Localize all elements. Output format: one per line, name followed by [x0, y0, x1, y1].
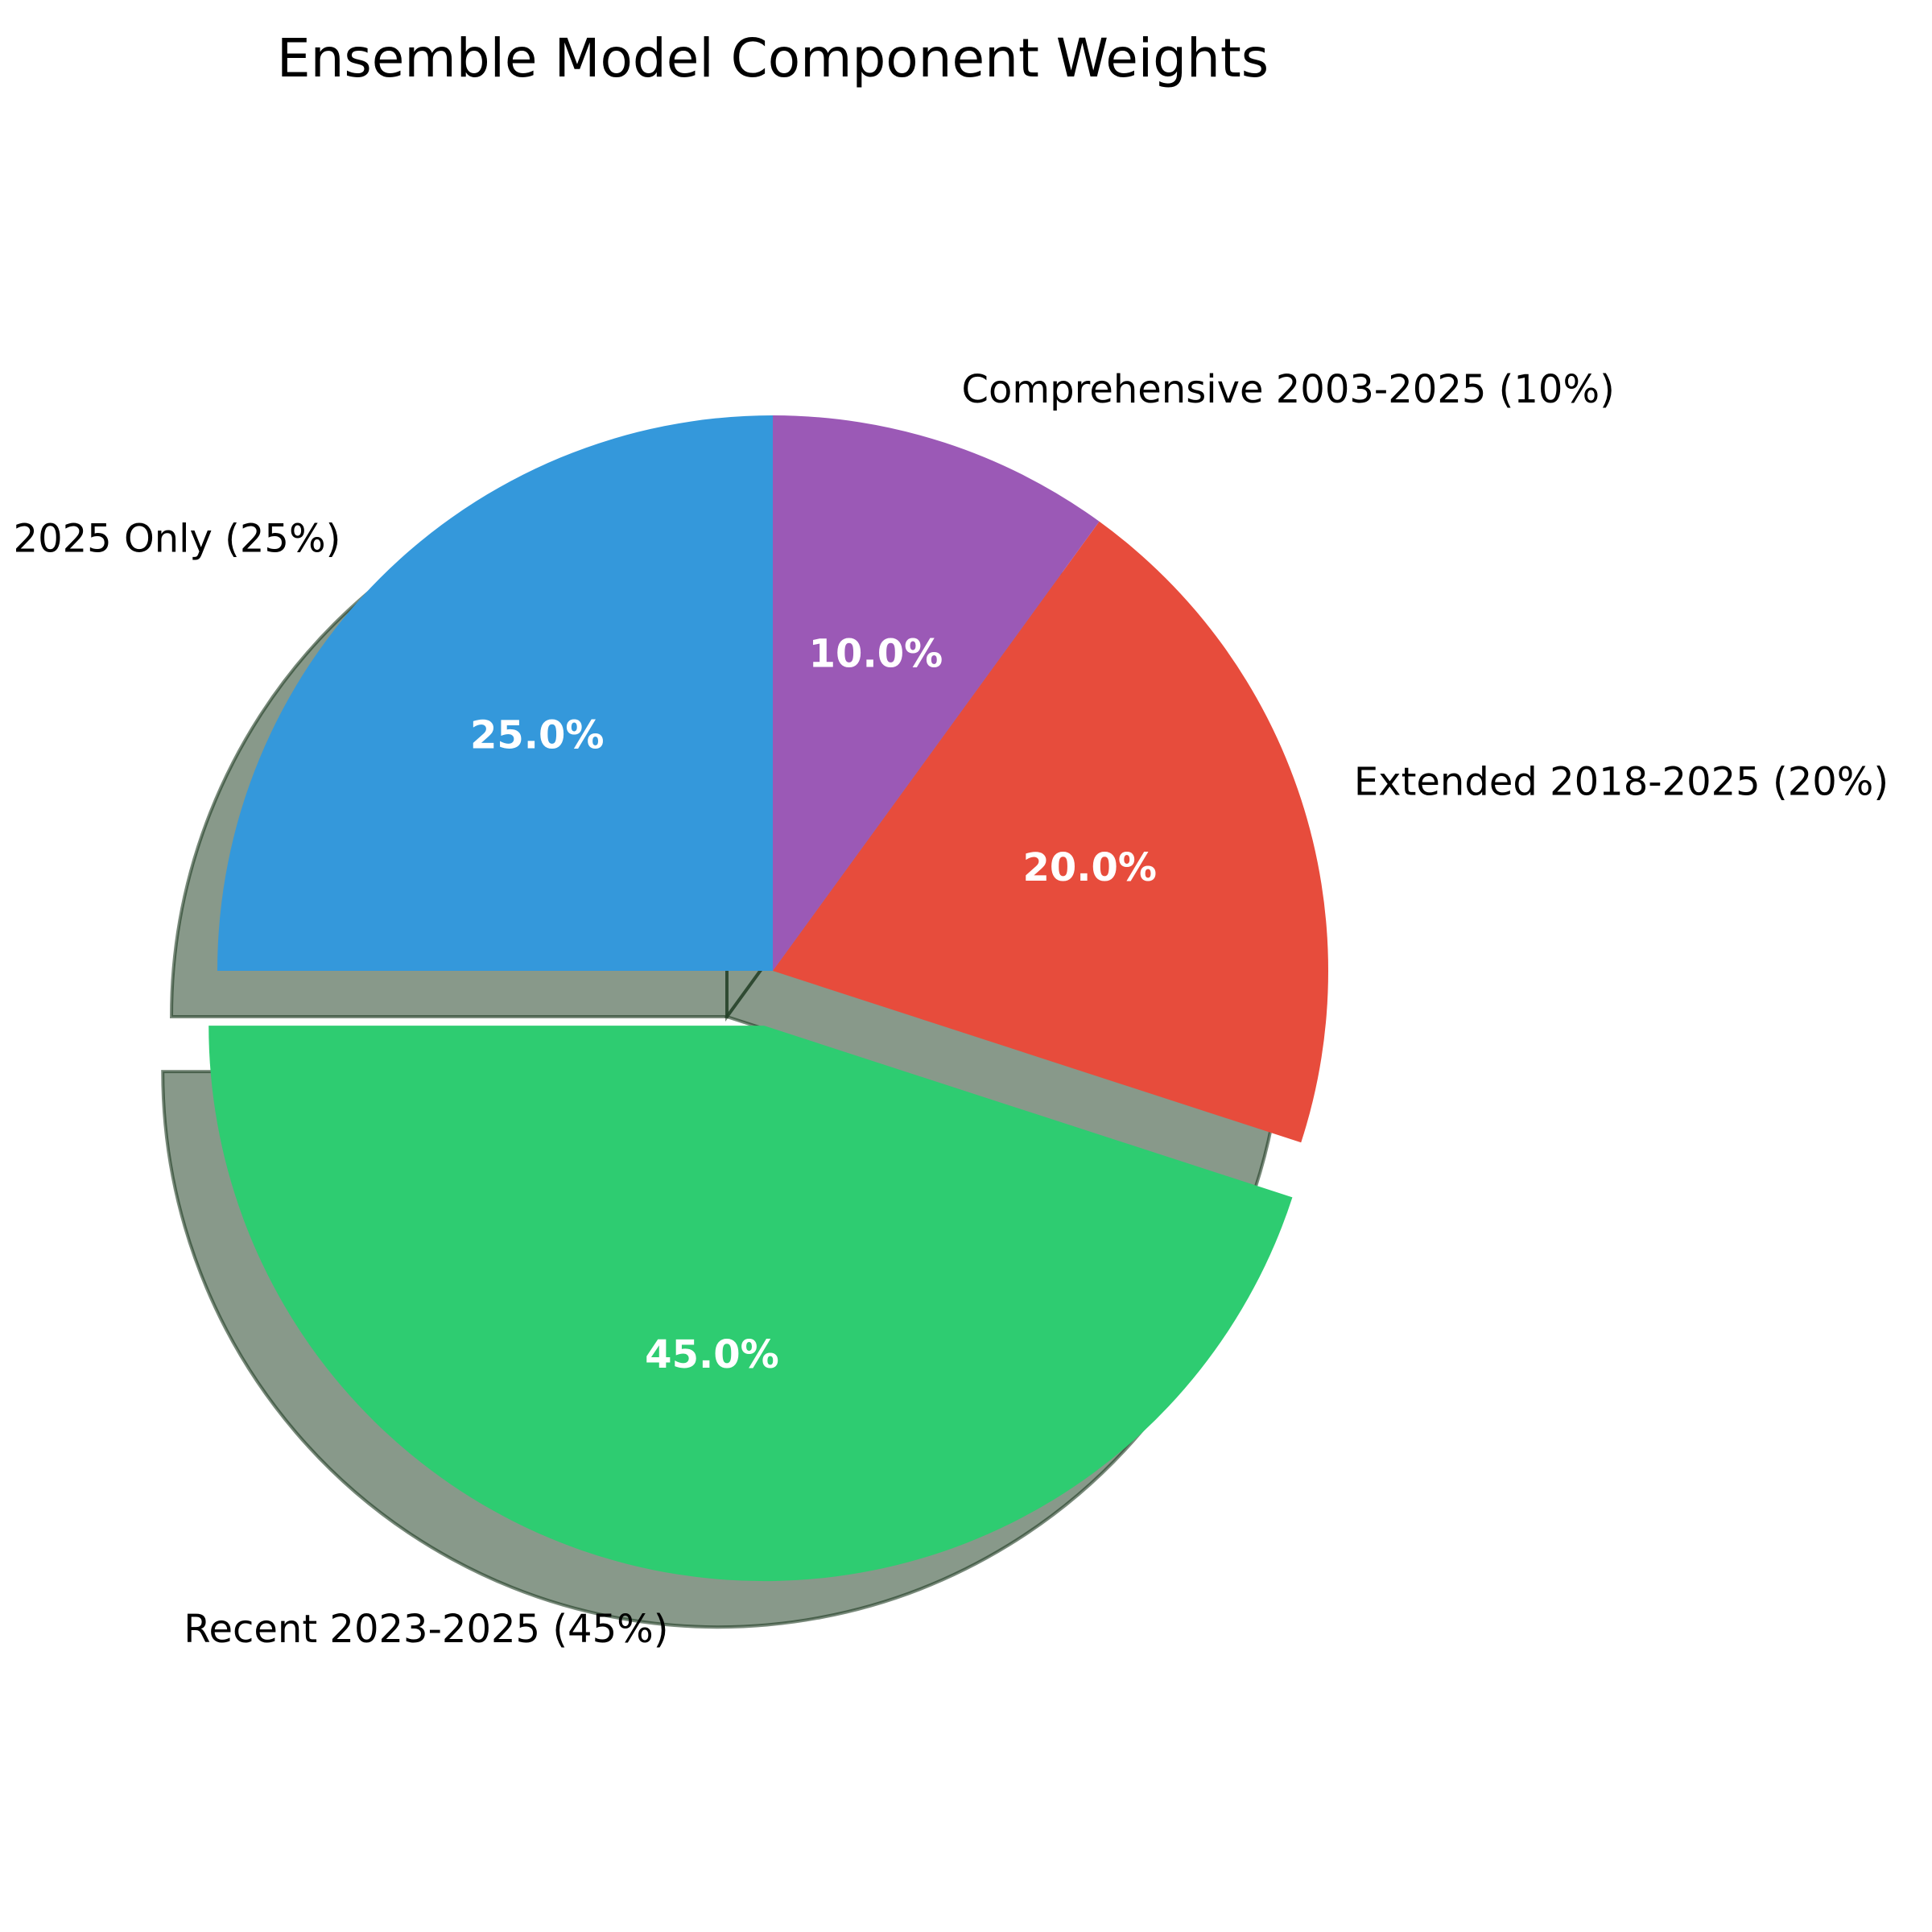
- slice-label-extended-2018-2025-20: Extended 2018-2025 (20%): [1354, 759, 1889, 804]
- label-layer: 2025 Only (25%) 25.0% Recent 2023-2025 (45…: [14, 367, 1889, 1652]
- slice-pct-label-extended-2018-2025-20: 20.0%: [1022, 845, 1157, 890]
- slice-pct-label-comprehensive-2003-2025-10: 10.0%: [809, 631, 943, 676]
- slice-recent-2023-2025-45: [208, 1026, 1293, 1582]
- slice-2025-only-25: [217, 415, 773, 971]
- slice-label-2025-only-25: 2025 Only (25%): [14, 516, 341, 561]
- chart-title: Ensemble Model Component Weights: [277, 27, 1269, 89]
- slice-pct-label-2025-only-25: 25.0%: [470, 712, 605, 758]
- slice-comprehensive-2003-2025-10: [773, 415, 1100, 971]
- slice-layer: [208, 415, 1328, 1582]
- slice-label-comprehensive-2003-2025-10: Comprehensive 2003-2025 (10%): [962, 367, 1615, 412]
- slice-label-recent-2023-2025-45: Recent 2023-2025 (45%): [184, 1607, 668, 1652]
- slice-pct-label-recent-2023-2025-45: 45.0%: [645, 1332, 779, 1377]
- slice-extended-2018-2025-20: [773, 521, 1328, 1143]
